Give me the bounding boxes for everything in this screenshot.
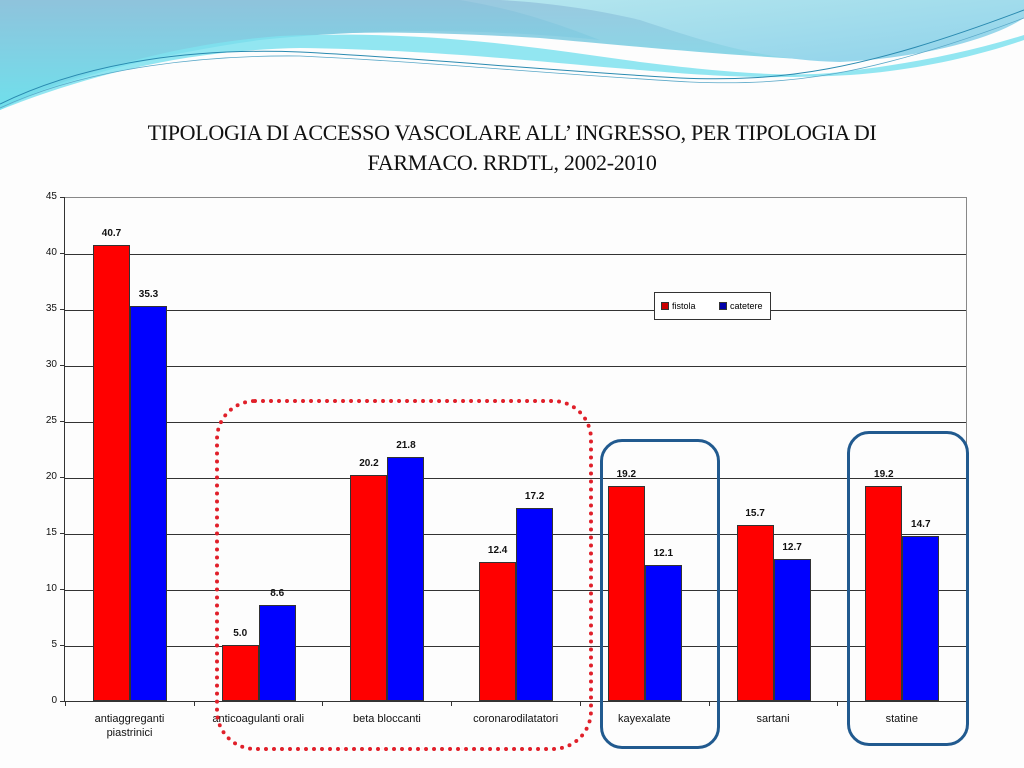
y-tick-label: 15 <box>45 527 57 538</box>
gridline <box>65 422 966 423</box>
value-label: 35.3 <box>138 288 159 300</box>
y-tick-label: 30 <box>45 359 57 370</box>
y-tick-mark <box>60 197 65 198</box>
x-axis <box>64 701 966 702</box>
y-tick-mark <box>60 701 65 702</box>
x-label-line: coronarodilatatori <box>473 713 559 725</box>
blue-highlight-statine <box>847 431 969 746</box>
x-tick-mark <box>193 701 195 706</box>
value-label: 19.2 <box>874 468 894 480</box>
value-label: 8.6 <box>270 587 285 599</box>
gridline <box>65 310 966 311</box>
x-label-line: antiaggreganti <box>94 713 165 725</box>
y-tick-label: 40 <box>45 247 57 258</box>
value-label: 12.1 <box>653 548 674 560</box>
x-tick-mark <box>65 701 66 706</box>
bar-fistola <box>736 525 774 701</box>
y-tick-label: 35 <box>45 303 57 314</box>
gridline <box>65 478 966 479</box>
bar-catetere <box>387 456 425 701</box>
bar-catetere <box>258 604 296 701</box>
x-tick-mark <box>579 701 581 706</box>
x-category-label: statine <box>837 712 966 726</box>
x-tick-mark <box>451 701 453 706</box>
bar-catetere <box>644 565 682 701</box>
value-label: 40.7 <box>101 228 122 240</box>
red-dotted-highlight <box>215 399 593 751</box>
legend-swatch-blue <box>719 302 727 310</box>
y-tick-mark <box>60 477 65 478</box>
bar-fistola <box>350 474 388 701</box>
bar-fistola <box>93 245 130 701</box>
y-axis <box>64 197 65 702</box>
x-category-label: kayexalate <box>580 712 709 726</box>
y-tick-mark <box>60 589 65 590</box>
y-tick-label: 5 <box>51 639 57 650</box>
x-label-line: sartani <box>756 713 790 725</box>
bar-catetere <box>130 305 167 701</box>
y-tick-label: 25 <box>45 415 57 426</box>
y-tick-mark <box>60 253 65 254</box>
chart-title: TIPOLOGIA DI ACCESSO VASCOLARE ALL’ INGR… <box>40 118 984 178</box>
value-label: 21.8 <box>396 439 416 451</box>
legend-item-fistola: fistola <box>661 301 696 311</box>
value-label: 5.0 <box>233 628 248 639</box>
x-label-line: kayexalate <box>618 713 671 725</box>
x-category-label: coronarodilatatori <box>451 712 580 726</box>
y-tick-label: 10 <box>45 583 57 594</box>
gridline <box>65 534 966 535</box>
y-tick-label: 0 <box>51 695 57 706</box>
value-label: 17.2 <box>524 491 545 503</box>
gridline <box>65 254 966 255</box>
y-tick-mark <box>60 309 65 310</box>
x-category-label: sartani <box>709 712 838 726</box>
value-label: 19.2 <box>616 468 637 480</box>
legend-item-catetere: catetere <box>719 301 763 311</box>
legend: fistola catetere <box>654 292 771 320</box>
y-tick-mark <box>60 365 65 366</box>
x-label-line: statine <box>885 713 918 725</box>
x-category-label: antiaggreganti piastrinici <box>65 712 194 740</box>
blue-highlight-kayexalate <box>600 439 720 749</box>
chart-title-line2: FARMACO. RRDTL, 2002-2010 <box>367 150 657 175</box>
x-label-line: beta bloccanti <box>352 713 421 725</box>
y-tick-label: 20 <box>45 471 57 482</box>
y-tick-label: 45 <box>45 191 57 202</box>
value-label: 15.7 <box>745 508 765 520</box>
value-label: 14.7 <box>911 519 931 531</box>
x-tick-mark <box>837 701 839 706</box>
x-tick-mark <box>708 701 710 706</box>
bar-catetere <box>773 558 811 701</box>
legend-swatch-red <box>661 302 669 310</box>
value-label: 12.7 <box>782 541 802 553</box>
y-tick-mark <box>60 645 65 646</box>
bar-fistola <box>607 485 645 701</box>
value-label: 20.2 <box>359 457 379 469</box>
bar-fistola <box>479 562 517 701</box>
legend-label: fistola <box>672 301 696 311</box>
bar-catetere <box>902 536 940 701</box>
value-label: 12.4 <box>487 545 508 557</box>
x-label-line: piastrinici <box>106 727 153 739</box>
legend-label: catetere <box>730 301 763 311</box>
bar-fistola <box>221 645 259 701</box>
x-category-label: beta bloccanti <box>322 712 451 726</box>
chart-title-line1: TIPOLOGIA DI ACCESSO VASCOLARE ALL’ INGR… <box>147 120 877 145</box>
bar-fistola <box>865 485 903 701</box>
decorative-wave-header <box>0 0 1024 110</box>
y-tick-mark <box>60 421 65 422</box>
bar-catetere <box>516 508 554 701</box>
x-tick-mark <box>322 701 324 706</box>
y-tick-mark <box>60 533 65 534</box>
gridline <box>65 366 966 367</box>
